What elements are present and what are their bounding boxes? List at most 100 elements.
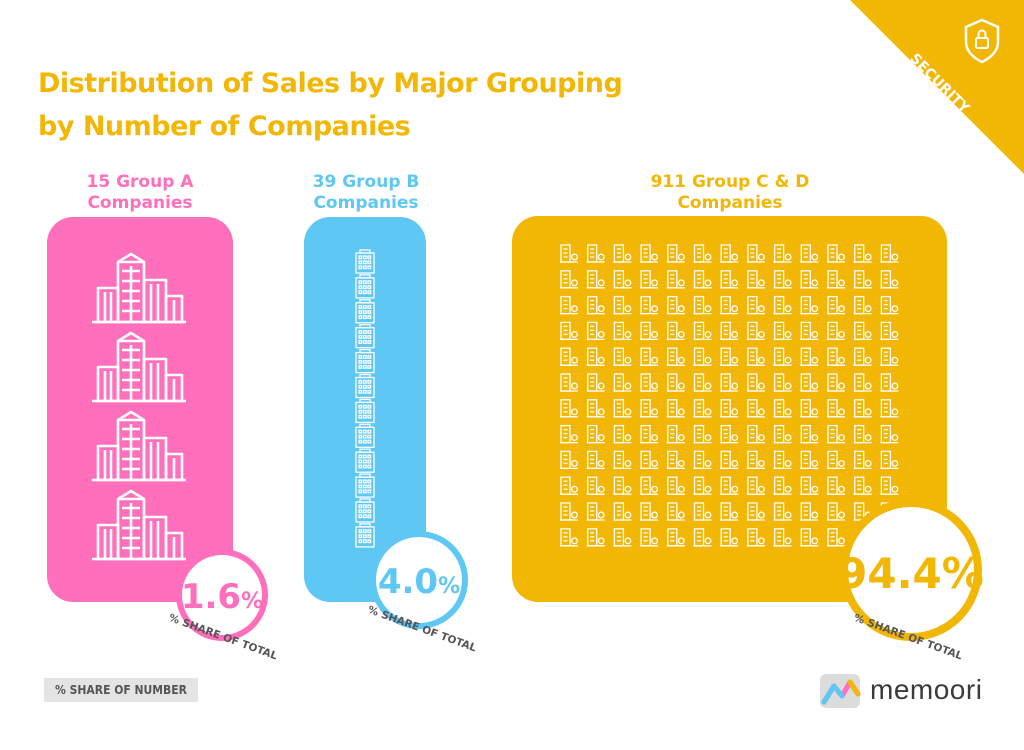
group-cd-building-icon (560, 424, 578, 444)
group-cd-building-icon (640, 321, 659, 341)
group-cd-building-icon (880, 450, 899, 470)
share-of-number-tag: % SHARE OF NUMBER (44, 678, 198, 702)
group-cd-building-icon (666, 347, 685, 366)
group-cd-icons (560, 244, 899, 547)
group-b-share-unit: % (438, 574, 460, 599)
group-cd-building-icon (613, 373, 632, 392)
group-cd-building-icon (666, 450, 685, 470)
group-cd-building-icon (613, 476, 632, 495)
group-cd-building-icon (827, 270, 845, 289)
group-cd-building-icon (666, 373, 685, 392)
group-cd-building-icon (640, 295, 659, 315)
group-cd-building-icon (560, 399, 578, 418)
ribbon-background (850, 0, 1024, 174)
group-cd-building-icon (560, 321, 578, 341)
group-cd-building-icon (560, 295, 578, 315)
group-cd-building-icon (853, 244, 872, 263)
group-cd-building-icon (746, 424, 765, 444)
group-a-building-icon (92, 410, 186, 482)
group-b-label-line-1: 39 Group B (312, 172, 420, 192)
group-cd-building-icon (640, 244, 659, 263)
shield-lock-icon (964, 18, 1000, 64)
group-b-building-icon (355, 324, 375, 349)
group-cd-building-icon (666, 321, 685, 341)
group-cd-building-icon (800, 424, 819, 444)
group-cd-building-icon (880, 373, 899, 392)
group-cd-building-icon (773, 476, 792, 495)
group-cd-building-icon (800, 295, 819, 315)
group-cd-building-icon (613, 502, 632, 521)
group-cd-building-icon (773, 270, 792, 289)
group-cd-building-icon (586, 476, 605, 495)
group-cd-building-icon (880, 347, 899, 366)
group-cd-building-icon (827, 373, 845, 392)
group-cd-building-icon (853, 270, 872, 289)
group-cd-building-icon (827, 528, 845, 547)
security-ribbon: SECURITY (850, 0, 1024, 174)
group-cd-building-icon (800, 321, 819, 341)
group-cd-building-icon (586, 295, 605, 315)
group-cd-building-icon (746, 295, 765, 315)
group-cd-building-icon (693, 295, 712, 315)
group-cd-building-icon (560, 528, 578, 547)
group-cd-building-icon (613, 450, 632, 470)
memoori-logo: memoori (818, 670, 988, 712)
group-cd-building-icon (693, 450, 712, 470)
group-cd-building-icon (693, 399, 712, 418)
group-cd-building-icon (586, 373, 605, 392)
group-cd-building-icon (720, 528, 739, 547)
group-cd-share-value: 94.4% (838, 549, 984, 598)
group-cd-building-icon (853, 295, 872, 315)
group-cd-share-circle (840, 499, 982, 641)
group-b-building-icon (355, 473, 375, 498)
group-cd-label: 911 Group C & D Companies (600, 172, 860, 214)
group-a-building-icon (92, 489, 186, 561)
group-cd-building-icon (746, 373, 765, 392)
group-cd-building-icon (666, 502, 685, 521)
group-b-building-icon (355, 398, 375, 424)
group-cd-building-icon (880, 270, 899, 289)
group-cd-building-icon (586, 528, 605, 547)
group-cd-building-icon (880, 399, 899, 418)
group-cd-building-icon (666, 424, 685, 444)
group-cd-building-icon (746, 502, 765, 521)
group-cd-building-icon (586, 347, 605, 366)
group-cd-label-line-1: 911 Group C & D (650, 172, 810, 192)
group-cd-building-icon (827, 347, 845, 366)
group-b-share-circle (370, 531, 468, 629)
group-a-share-value: 1.6% (181, 577, 263, 617)
group-cd-building-icon (693, 373, 712, 392)
group-cd-building-icon (720, 373, 739, 392)
group-cd-building-icon (773, 450, 792, 470)
group-cd-building-icon (613, 295, 632, 315)
group-cd-building-icon (693, 528, 712, 547)
group-cd-building-icon (720, 450, 739, 470)
group-b-building-icon (355, 448, 375, 473)
group-cd-building-icon (880, 295, 899, 315)
group-a-share-number: 1.6 (181, 577, 241, 617)
group-cd-building-icon (800, 347, 819, 366)
group-b-share-badge: 4.0% % SHARE OF TOTAL (366, 531, 478, 655)
group-cd-building-icon (853, 450, 872, 470)
group-cd-building-icon (640, 528, 659, 547)
group-cd-share-number: 94.4% (838, 549, 984, 598)
group-a-building-icon (92, 252, 186, 324)
group-cd-building-icon (746, 528, 765, 547)
group-cd-building-icon (586, 424, 605, 444)
group-b-building-icon (355, 423, 375, 448)
group-a-share-unit: % (241, 589, 263, 614)
group-cd-building-icon (880, 321, 899, 341)
group-cd-building-icon (560, 347, 578, 366)
group-cd-building-icon (827, 399, 845, 418)
group-cd-building-icon (613, 321, 632, 341)
group-b-building-icon (355, 274, 375, 299)
chart-title: Distribution of Sales by Major Grouping … (38, 62, 623, 148)
group-cd-building-icon (666, 270, 685, 289)
group-a-icons (92, 252, 186, 561)
group-cd-building-icon (800, 373, 819, 392)
group-cd-building-icon (880, 424, 899, 444)
group-cd-building-icon (720, 502, 739, 521)
group-b-building-icon (355, 498, 375, 523)
group-b-panel (304, 217, 426, 602)
group-cd-building-icon (613, 424, 632, 444)
